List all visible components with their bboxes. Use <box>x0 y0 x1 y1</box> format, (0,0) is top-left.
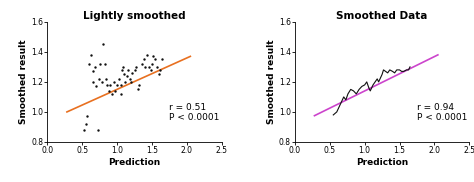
Point <box>128 71 136 74</box>
Point <box>88 54 95 56</box>
Point <box>131 68 138 71</box>
Point <box>115 78 122 80</box>
Point <box>128 80 135 83</box>
Point <box>94 128 101 131</box>
Point <box>113 83 121 86</box>
Point <box>89 80 97 83</box>
Point <box>89 70 97 73</box>
Point <box>120 73 128 76</box>
Point <box>152 58 159 61</box>
Y-axis label: Smoothed result: Smoothed result <box>267 40 276 124</box>
Point <box>104 83 111 86</box>
Point <box>119 65 127 68</box>
Point <box>125 68 132 71</box>
Title: Smoothed Data: Smoothed Data <box>337 11 428 21</box>
Point <box>136 83 143 86</box>
Point <box>97 62 104 65</box>
Point <box>132 65 140 68</box>
Point <box>105 90 112 92</box>
Title: Lightly smoothed: Lightly smoothed <box>83 11 186 21</box>
Point <box>122 80 129 83</box>
Y-axis label: Smoothed result: Smoothed result <box>19 40 28 124</box>
Point <box>140 58 147 61</box>
Point <box>134 88 142 91</box>
Point <box>153 65 161 68</box>
Point <box>102 78 110 80</box>
Point <box>155 73 163 76</box>
Point <box>83 115 91 118</box>
Point <box>143 54 151 56</box>
Point <box>126 78 134 80</box>
Text: r = 0.51
P < 0.0001: r = 0.51 P < 0.0001 <box>169 103 220 122</box>
Point <box>85 62 93 65</box>
X-axis label: Prediction: Prediction <box>109 158 161 167</box>
Point <box>98 80 106 83</box>
Text: r = 0.94
P < 0.0001: r = 0.94 P < 0.0001 <box>417 103 467 122</box>
Point <box>106 83 114 86</box>
Point <box>80 128 87 131</box>
Point <box>150 55 157 58</box>
Point <box>82 122 90 125</box>
Point <box>110 80 118 83</box>
Point <box>118 68 126 71</box>
Point <box>95 78 103 80</box>
Point <box>138 62 146 65</box>
Point <box>148 62 156 65</box>
Point <box>111 90 119 92</box>
Point <box>141 65 149 68</box>
Point <box>108 92 115 95</box>
Point <box>159 58 166 61</box>
Point <box>156 68 164 71</box>
Point <box>147 68 155 71</box>
Point <box>145 65 152 68</box>
Point <box>100 43 107 46</box>
Point <box>123 74 131 77</box>
X-axis label: Prediction: Prediction <box>356 158 408 167</box>
Point <box>92 85 100 88</box>
Point <box>117 83 124 86</box>
Point <box>101 62 109 65</box>
Point <box>117 92 124 95</box>
Point <box>91 65 99 68</box>
